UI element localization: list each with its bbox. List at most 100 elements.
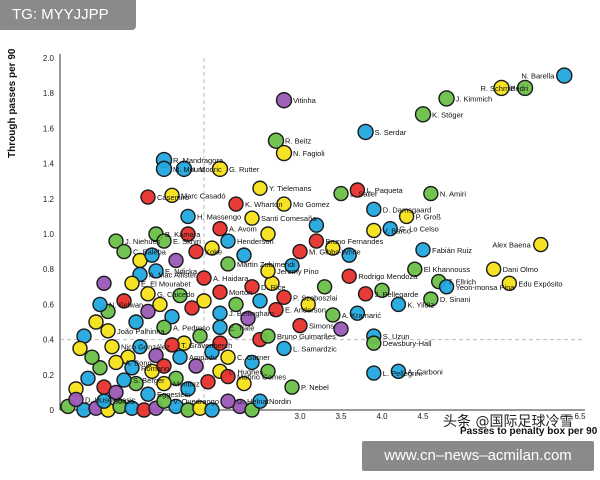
point-label: R. Schmid (480, 84, 515, 93)
point-label: N. Fagioli (293, 149, 325, 158)
data-point (366, 222, 382, 239)
data-point (260, 263, 276, 279)
data-point (276, 196, 292, 212)
point-label: Nordin (269, 397, 291, 406)
point-label: Bruno Fernandes (325, 237, 383, 246)
data-point (164, 187, 180, 203)
data-point (341, 247, 357, 263)
data-point (275, 144, 293, 162)
point-label: Dani Olmo (503, 265, 538, 274)
point-label: Alex Baena (492, 241, 531, 250)
data-point (212, 305, 228, 321)
data-point (374, 282, 390, 299)
data-point (116, 243, 132, 260)
data-point (423, 291, 439, 307)
x-axis-label: Passes to penalty box per 90 (460, 426, 598, 437)
point-label: H. Massengo (197, 212, 241, 221)
data-point (108, 233, 124, 249)
data-point (140, 386, 156, 402)
data-point (252, 180, 268, 196)
point-label: D. Rice (261, 283, 286, 292)
data-point (128, 314, 144, 330)
x-tick-label: 4.0 (376, 412, 388, 421)
data-point (292, 317, 308, 334)
point-label: G. Rutter (229, 165, 260, 174)
data-point (268, 301, 284, 318)
point-label: E. Skhiri (173, 237, 201, 246)
data-point (220, 349, 236, 365)
data-point (211, 160, 229, 178)
data-point (252, 393, 268, 409)
data-point (284, 379, 300, 395)
point-label: K. Stöger (432, 110, 464, 119)
point-label: Marc Casadó (181, 191, 226, 200)
point-label: Maorio Gomes (237, 373, 286, 382)
data-point (140, 286, 156, 302)
data-point (325, 307, 341, 323)
data-point (220, 393, 236, 409)
point-label: J. Niehues (125, 237, 161, 246)
point-label: D. Sinani (440, 295, 471, 304)
data-point (172, 287, 188, 304)
data-point (244, 210, 260, 226)
data-point (493, 79, 510, 97)
data-point (556, 67, 573, 84)
point-label: Henderson (237, 237, 274, 246)
point-label: Dewsbury-Hall (383, 339, 432, 348)
data-point (180, 208, 196, 225)
data-point (300, 296, 316, 313)
data-point (228, 323, 244, 339)
data-point (284, 257, 300, 274)
data-point (240, 310, 256, 327)
data-point (175, 160, 193, 178)
point-label: Edu Expósito (518, 279, 562, 288)
y-tick-label: 1.6 (43, 124, 55, 133)
point-label: A. Avom (229, 225, 257, 234)
point-label: G. Caicedo (157, 290, 195, 299)
point-label: G. Helnat (237, 397, 270, 406)
data-point (140, 303, 156, 320)
data-point (116, 293, 132, 309)
point-label: A. Bong (125, 358, 152, 367)
data-point (382, 221, 398, 237)
point-label: P. Szoboszlai (293, 293, 338, 302)
point-label: I. Modric (193, 165, 222, 174)
point-label: J. Kimmich (456, 94, 493, 103)
point-label: L. Paqueta (366, 186, 403, 195)
point-label: T. Gravenberch (181, 341, 232, 350)
point-label: Mendez (173, 380, 200, 389)
point-label: Yeon-monsa Pina (456, 283, 516, 292)
data-point (152, 296, 168, 313)
data-point (333, 185, 349, 202)
data-point (366, 335, 382, 351)
data-point (438, 279, 455, 295)
point-label: M. Gibbs-White (309, 248, 361, 257)
data-point (349, 182, 366, 198)
point-label: Ampadu (189, 353, 217, 362)
source-tag: TG: MYYJJPP (0, 0, 136, 30)
x-tick-label: 4.5 (417, 412, 429, 421)
data-point (148, 263, 164, 279)
data-point (390, 296, 407, 313)
data-point (212, 319, 228, 335)
point-label: L. Hughes (229, 367, 263, 376)
data-point (325, 240, 341, 256)
data-point (156, 233, 172, 249)
point-label: Nico González (121, 343, 170, 352)
point-label: V. Barco (383, 226, 411, 235)
data-point (116, 372, 132, 388)
data-point (104, 338, 120, 355)
data-point (184, 300, 200, 316)
point-label: Mo Gomez (293, 200, 330, 209)
data-point (200, 374, 216, 390)
point-label: E. Anderson (285, 306, 326, 315)
data-point (414, 106, 432, 123)
data-point (156, 358, 172, 374)
point-label: C. Garner (237, 353, 270, 362)
point-label: S. Serdar (375, 128, 407, 137)
y-tick-label: 0.6 (43, 300, 55, 309)
point-label: L. Samardzic (293, 344, 337, 353)
data-point (228, 196, 244, 212)
data-point (212, 284, 228, 300)
